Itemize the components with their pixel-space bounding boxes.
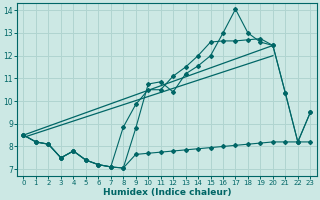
X-axis label: Humidex (Indice chaleur): Humidex (Indice chaleur): [103, 188, 231, 197]
